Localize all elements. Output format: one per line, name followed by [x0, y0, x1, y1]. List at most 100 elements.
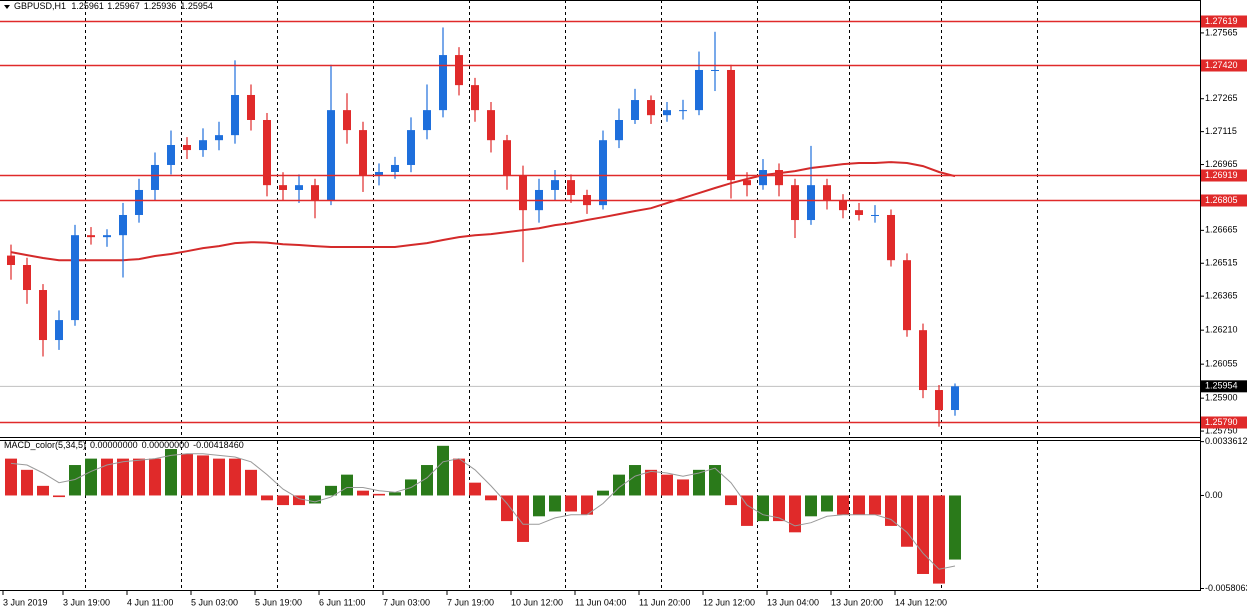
- histogram-bar: [821, 495, 833, 512]
- histogram-bar: [213, 458, 225, 496]
- histogram-bar: [389, 492, 401, 496]
- x-tick-label: 7 Jun 03:00: [383, 597, 430, 607]
- histogram-bar: [549, 495, 561, 512]
- histogram-bar: [5, 458, 17, 496]
- candle-body: [503, 140, 511, 176]
- y-tick-label: 1.26965: [1205, 159, 1238, 169]
- candle-body: [487, 110, 495, 141]
- candle-body: [679, 110, 687, 112]
- y-tick-label: 1.27565: [1205, 27, 1238, 37]
- current-price-label: 1.25954: [1205, 381, 1238, 391]
- candle-body: [215, 135, 223, 141]
- level-label: 1.26919: [1205, 170, 1238, 180]
- histogram-bar: [37, 485, 49, 496]
- candle-body: [551, 180, 559, 190]
- level-label-bg: [1201, 194, 1247, 207]
- candle-body: [855, 210, 863, 215]
- candle-body: [615, 119, 623, 141]
- indicator-name: MACD_color(5,34,5): [4, 440, 86, 450]
- y-tick-label: 1.26515: [1205, 258, 1238, 268]
- x-tick-label: 14 Jun 12:00: [895, 597, 947, 607]
- histogram-bar: [645, 469, 657, 496]
- symbol: GBPUSD,H1: [14, 1, 66, 11]
- histogram-bar: [949, 495, 961, 560]
- histogram-bar: [565, 495, 577, 512]
- level-label-bg: [1201, 169, 1247, 182]
- level-label: 1.27420: [1205, 60, 1238, 70]
- x-tick-label: 13 Jun 20:00: [831, 597, 883, 607]
- y-tick-label: 1.27265: [1205, 93, 1238, 103]
- level-label-bg: [1201, 15, 1247, 28]
- histogram-bar: [53, 495, 65, 498]
- candle-body: [23, 265, 31, 291]
- histogram-bar: [261, 495, 273, 501]
- quote: 1.25936: [144, 1, 177, 11]
- candle-body: [471, 85, 479, 111]
- candle-body: [279, 185, 287, 190]
- histogram-bar: [229, 458, 241, 496]
- x-tick-label: 3 Jun 19:00: [63, 597, 110, 607]
- x-tick-label: 5 Jun 19:00: [255, 597, 302, 607]
- quote: 1.25961: [71, 1, 104, 11]
- candle-body: [791, 185, 799, 221]
- x-tick-label: 6 Jun 11:00: [319, 597, 365, 607]
- signal-line: [10, 453, 956, 570]
- candle-body: [455, 55, 463, 86]
- candle-body: [135, 189, 143, 215]
- histogram-bar: [629, 465, 641, 496]
- candle-body: [151, 164, 159, 190]
- histogram-bar: [437, 445, 449, 496]
- histogram-bar: [917, 495, 929, 574]
- y-tick-label: 1.26665: [1205, 225, 1238, 235]
- indicator-value: 0.00000000: [90, 440, 138, 450]
- x-tick-label: 10 Jun 12:00: [511, 597, 563, 607]
- candle-body: [39, 290, 47, 341]
- x-tick-label: 12 Jun 12:00: [703, 597, 755, 607]
- histogram-bar: [373, 493, 385, 496]
- histogram-bar: [165, 449, 177, 496]
- histogram-bar: [197, 455, 209, 496]
- level-label: 1.25790: [1205, 417, 1238, 427]
- histogram-bar: [309, 495, 321, 504]
- y-tick-label: 1.27115: [1205, 126, 1237, 136]
- x-tick-label: 5 Jun 03:00: [191, 597, 238, 607]
- candle-body: [919, 330, 927, 391]
- y-tick-label: 1.26365: [1205, 291, 1238, 301]
- candle-body: [743, 180, 751, 186]
- histogram-bar: [805, 495, 817, 517]
- histogram-bar: [69, 465, 81, 496]
- candle-body: [663, 110, 671, 116]
- menu-arrow[interactable]: [4, 5, 10, 9]
- candle-body: [727, 69, 735, 181]
- candle-body: [167, 145, 175, 165]
- histogram-bar: [597, 490, 609, 496]
- candle-body: [295, 185, 303, 190]
- x-tick-label: 3 Jun 2019: [3, 597, 48, 607]
- candle-body: [647, 100, 655, 116]
- y-tick-label: 0.00: [1205, 490, 1223, 500]
- histogram-bar: [245, 469, 257, 496]
- candle-body: [407, 130, 415, 165]
- candle-body: [247, 94, 255, 120]
- candle-body: [359, 130, 367, 176]
- candle-body: [327, 110, 335, 201]
- current-price-label-bg: [1201, 380, 1247, 393]
- moving-average: [10, 161, 956, 262]
- histogram-bar: [149, 458, 161, 496]
- indicator-header: MACD_color(5,34,5) 0.00000000 0.00000000 -0…: [4, 440, 244, 450]
- candle-body: [951, 386, 959, 411]
- candle-body: [119, 214, 127, 236]
- candle-body: [887, 214, 895, 261]
- candle-body: [759, 170, 767, 186]
- x-tick-label: 7 Jun 19:00: [447, 597, 494, 607]
- candle-body: [87, 235, 95, 238]
- histogram-bar: [773, 495, 785, 522]
- histogram-bar: [789, 495, 801, 533]
- histogram-bar: [933, 495, 945, 584]
- histogram-bar: [517, 495, 529, 542]
- x-tick-label: 4 Jun 11:00: [127, 597, 173, 607]
- candle-body: [231, 94, 239, 136]
- histogram-bar: [325, 485, 337, 496]
